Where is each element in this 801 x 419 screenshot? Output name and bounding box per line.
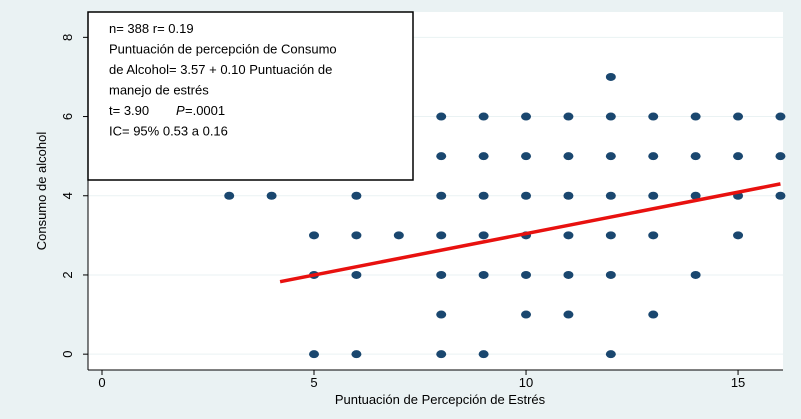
point: [478, 350, 489, 359]
point: [436, 310, 447, 319]
point: [478, 270, 489, 279]
point: [351, 191, 362, 200]
annotation-line: manejo de estrés: [109, 83, 209, 98]
point: [690, 191, 701, 200]
point: [521, 310, 532, 319]
y-axis-title: Consumo de alcohol: [34, 132, 49, 251]
point: [605, 270, 616, 279]
point: [478, 112, 489, 121]
x-axis-title: Puntuación de Percepción de Estrés: [335, 392, 546, 407]
y-tick-label: 6: [60, 113, 75, 120]
annotation-stat: P: [176, 103, 185, 118]
point: [563, 112, 574, 121]
y-tick-label: 4: [60, 192, 75, 199]
point: [351, 350, 362, 359]
point: [648, 231, 659, 240]
point: [733, 112, 744, 121]
annotation: n= 388 r= 0.19 Puntuación de percepción d…: [109, 21, 337, 139]
point: [478, 191, 489, 200]
point: [605, 350, 616, 359]
point: [436, 191, 447, 200]
point: [648, 310, 659, 319]
annotation-ci: IC= 95% 0.53 a 0.16: [109, 124, 228, 139]
point: [733, 231, 744, 240]
point: [436, 350, 447, 359]
point: [309, 231, 320, 240]
annotation-stat: t= 3.90: [109, 103, 149, 118]
annotation-stat: =.0001: [185, 103, 225, 118]
annotation-line: Puntuación de percepción de Consumo: [109, 42, 337, 57]
point: [351, 231, 362, 240]
point: [224, 191, 235, 200]
point: [563, 152, 574, 161]
x-tick-label: 10: [519, 375, 533, 390]
point: [605, 191, 616, 200]
point: [521, 191, 532, 200]
point: [478, 231, 489, 240]
point: [436, 112, 447, 121]
y-tick-label: 2: [60, 271, 75, 278]
point: [436, 152, 447, 161]
point: [436, 270, 447, 279]
point: [775, 191, 786, 200]
point: [351, 270, 362, 279]
point: [775, 152, 786, 161]
point: [605, 72, 616, 81]
annotation-line: de Alcohol= 3.57 + 0.10 Puntuación de: [109, 62, 332, 77]
point: [266, 191, 277, 200]
point: [563, 270, 574, 279]
x-tick-label: 0: [98, 375, 105, 390]
point: [521, 112, 532, 121]
point: [690, 152, 701, 161]
point: [605, 231, 616, 240]
point: [733, 152, 744, 161]
fit-line: [279, 182, 781, 284]
x-tick-label: 15: [731, 375, 745, 390]
point: [563, 310, 574, 319]
point: [648, 112, 659, 121]
point: [605, 112, 616, 121]
point: [605, 152, 616, 161]
point: [563, 231, 574, 240]
marks: [224, 72, 786, 359]
point: [648, 152, 659, 161]
point: [775, 112, 786, 121]
point: [521, 270, 532, 279]
point: [478, 152, 489, 161]
point: [563, 191, 574, 200]
point: [436, 231, 447, 240]
point: [648, 191, 659, 200]
y-tick-label: 8: [60, 34, 75, 41]
point: [521, 152, 532, 161]
y-tick-label: 0: [60, 351, 75, 358]
point: [393, 231, 404, 240]
annotation-line: n= 388 r= 0.19: [109, 21, 194, 36]
x-tick-label: 5: [310, 375, 317, 390]
point: [690, 112, 701, 121]
point: [690, 270, 701, 279]
point: [309, 350, 320, 359]
